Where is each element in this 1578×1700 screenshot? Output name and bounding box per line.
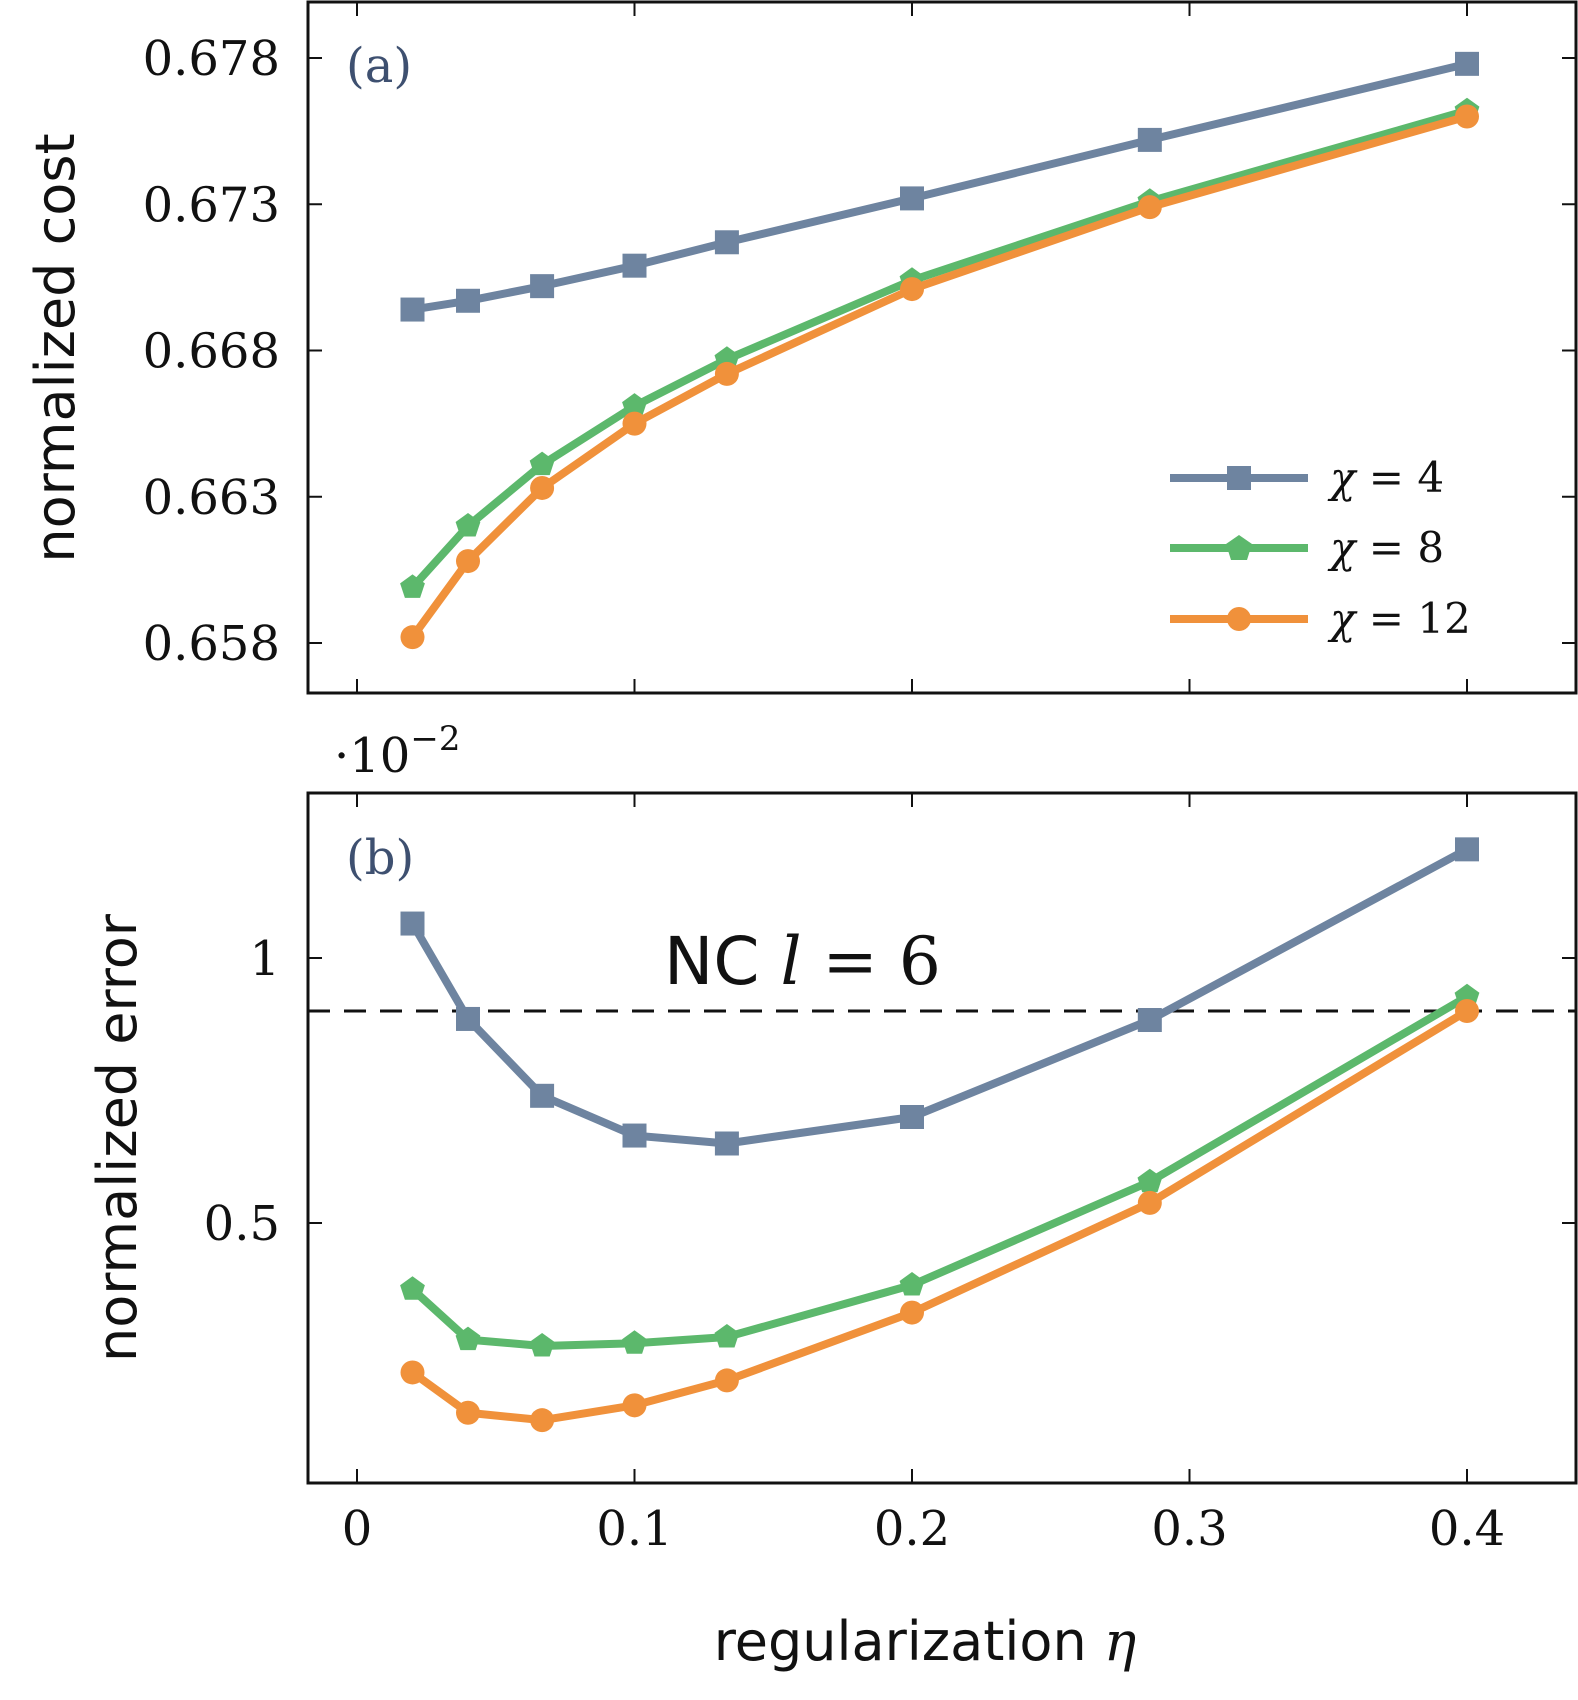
y-axis-title-cost: normalized cost [24, 133, 87, 562]
data-point-chi12 [900, 277, 924, 302]
panel-b-frame [306, 791, 1578, 1485]
data-point-chi8 [899, 1272, 925, 1296]
data-point-chi8 [455, 1326, 481, 1351]
data-point-chi8 [622, 393, 647, 417]
data-point-chi4 [530, 1083, 555, 1108]
series-line-chi12 [410, 1007, 1470, 1425]
y-axis-multiplier: ·10−2 [334, 719, 460, 784]
y-tick-label: 0.658 [143, 616, 280, 672]
y-tick-label: 0.5 [204, 1196, 280, 1252]
panel-a-ticks: 0.658 0.663 0.668 0.673 0.678 [143, 2, 1576, 693]
data-point-chi12 [400, 625, 425, 650]
x-tick-label: 0.1 [596, 1501, 672, 1557]
data-point-chi4 [1137, 1008, 1162, 1033]
data-point-chi4 [400, 297, 425, 322]
panel-a-series [400, 51, 1480, 650]
legend-label-chi4: χ = 4 [1327, 453, 1444, 502]
x-tick-labels: 0 0.1 0.2 0.3 0.4 [342, 1501, 1505, 1557]
data-point-chi4 [714, 1131, 739, 1156]
data-point-chi12 [622, 411, 647, 436]
legend: χ = 4 χ = 8 χ = 12 [1170, 453, 1471, 643]
data-point-chi4 [900, 1105, 924, 1129]
legend-marker-chi8 [1226, 535, 1252, 560]
data-point-chi8 [400, 1276, 425, 1300]
data-point-chi8 [622, 1330, 647, 1354]
x-axis-title: regularization η [714, 1610, 1136, 1673]
data-point-chi8 [400, 574, 425, 598]
y-tick-label: 1 [249, 931, 280, 987]
x-tick-label: 0.2 [874, 1501, 950, 1557]
series-line-chi12 [409, 112, 1469, 640]
series-line-chi4 [409, 845, 1469, 1148]
data-point-chi4 [714, 230, 739, 255]
data-point-chi4 [1137, 127, 1162, 152]
panel-a-label: (a) [346, 38, 412, 94]
panel-b-ticks: 0.51 [204, 793, 1576, 1483]
data-point-chi4 [456, 288, 480, 313]
legend-label-chi8: χ = 8 [1327, 523, 1444, 572]
data-point-chi12 [714, 361, 739, 386]
data-point-chi12 [530, 475, 555, 500]
legend-marker-chi4 [1227, 466, 1251, 490]
data-point-chi8 [1137, 1168, 1163, 1193]
x-tick-label: 0.4 [1429, 1501, 1505, 1557]
data-point-chi12 [900, 1300, 924, 1325]
y-tick-label: 0.663 [143, 470, 280, 526]
data-point-chi12 [714, 1368, 739, 1393]
legend-marker-chi12 [1227, 607, 1251, 631]
data-point-chi12 [456, 549, 480, 574]
panel-a: 0.658 0.663 0.668 0.673 0.678 (a) normalized… [24, 0, 1578, 695]
annotation-nc: NC l = 6 [664, 923, 941, 1000]
data-point-chi4 [530, 274, 555, 299]
data-point-chi12 [1137, 195, 1162, 220]
data-point-chi8 [529, 451, 555, 476]
x-tick-label: 0.3 [1151, 1501, 1227, 1557]
data-point-chi12 [400, 1360, 425, 1385]
data-point-chi8 [529, 1333, 555, 1357]
series-line-chi4 [411, 59, 1468, 314]
panel-b-series [400, 837, 1480, 1433]
data-point-chi12 [622, 1393, 647, 1418]
data-point-chi4 [456, 1006, 480, 1031]
data-point-chi4 [1455, 837, 1479, 862]
data-point-chi8 [455, 513, 481, 537]
data-point-chi4 [400, 911, 425, 936]
data-point-chi12 [1455, 104, 1479, 129]
data-point-chi12 [456, 1400, 480, 1425]
panel-a-frame [306, 0, 1578, 695]
y-tick-label: 0.678 [143, 31, 280, 87]
y-tick-label: 0.668 [143, 324, 280, 380]
data-point-chi4 [622, 253, 647, 278]
data-point-chi8 [714, 1324, 740, 1348]
data-point-chi4 [622, 1123, 647, 1148]
data-point-chi4 [900, 186, 924, 211]
legend-label-chi12: χ = 12 [1327, 594, 1471, 643]
x-tick-label: 0 [342, 1501, 373, 1557]
data-point-chi12 [1455, 999, 1479, 1023]
series-line-chi8 [409, 993, 1470, 1350]
panel-b-label: (b) [346, 830, 414, 886]
panel-b: 0.51 (b) NC l = 6 normalized error [86, 791, 1578, 1485]
data-point-chi4 [1455, 51, 1479, 76]
y-tick-label: 0.673 [143, 177, 280, 233]
data-point-chi12 [1137, 1190, 1162, 1215]
series-line-chi8 [409, 106, 1469, 591]
data-point-chi12 [530, 1408, 555, 1433]
y-axis-title-error: normalized error [86, 913, 149, 1362]
